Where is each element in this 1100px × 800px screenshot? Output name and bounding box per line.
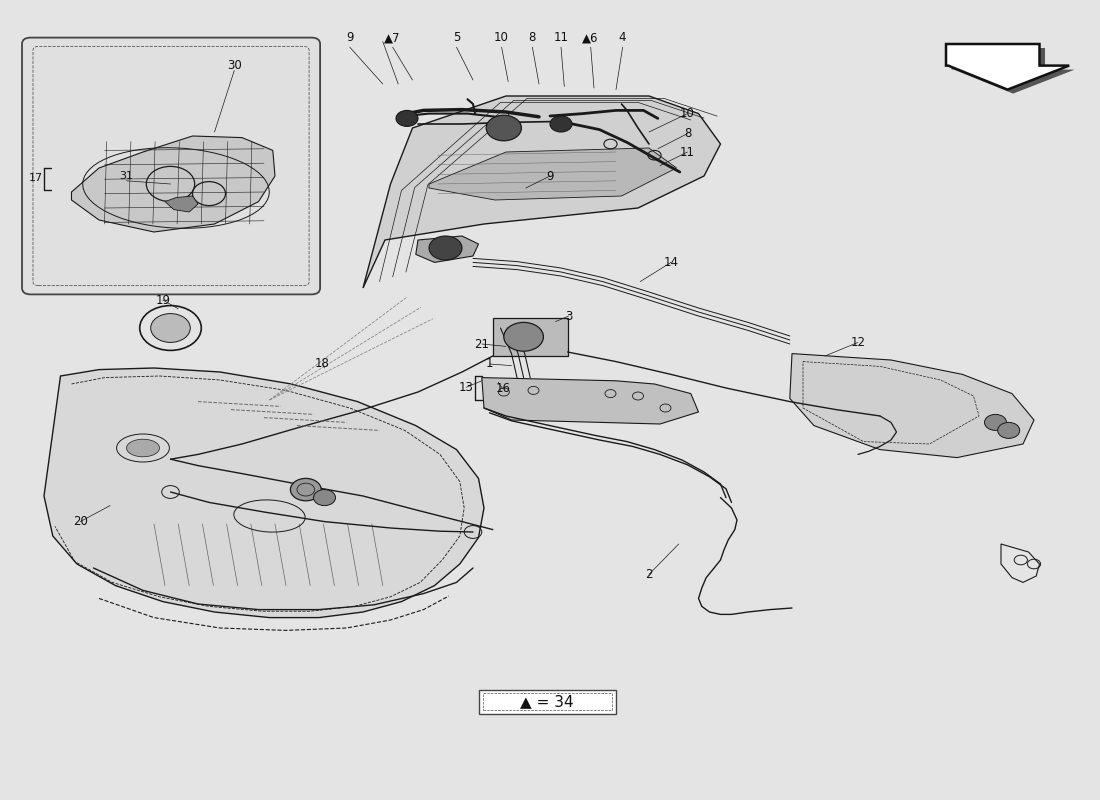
Text: 20: 20: [73, 515, 88, 528]
Text: 1: 1: [486, 358, 493, 370]
Text: 8: 8: [684, 127, 691, 140]
Text: ▲6: ▲6: [583, 31, 600, 44]
Text: 2: 2: [646, 568, 652, 581]
FancyBboxPatch shape: [478, 690, 616, 714]
Text: 11: 11: [553, 31, 569, 44]
Circle shape: [998, 422, 1020, 438]
Text: 19: 19: [155, 294, 170, 306]
Polygon shape: [429, 148, 676, 200]
Circle shape: [396, 110, 418, 126]
Text: 10: 10: [494, 31, 509, 44]
Polygon shape: [44, 368, 484, 618]
Text: 31: 31: [120, 171, 133, 181]
Polygon shape: [416, 236, 478, 262]
Circle shape: [550, 116, 572, 132]
Circle shape: [151, 314, 190, 342]
Text: 14: 14: [663, 256, 679, 269]
Polygon shape: [790, 354, 1034, 458]
Circle shape: [504, 322, 543, 351]
Polygon shape: [946, 44, 1069, 90]
Polygon shape: [952, 48, 1075, 94]
Text: 10: 10: [680, 107, 695, 120]
Text: 3: 3: [565, 310, 572, 322]
Text: 16: 16: [495, 382, 510, 395]
Text: ▲7: ▲7: [385, 31, 400, 44]
Polygon shape: [165, 196, 198, 212]
Text: 21: 21: [474, 338, 490, 350]
Text: ▲ = 34: ▲ = 34: [520, 694, 574, 709]
Text: 17: 17: [30, 173, 43, 182]
Text: 30: 30: [227, 59, 242, 72]
FancyBboxPatch shape: [493, 318, 568, 356]
Circle shape: [486, 115, 521, 141]
Text: 18: 18: [315, 357, 330, 370]
Circle shape: [429, 236, 462, 260]
Text: 11: 11: [680, 146, 695, 158]
Text: 12: 12: [850, 336, 866, 349]
Circle shape: [314, 490, 336, 506]
Circle shape: [290, 478, 321, 501]
Polygon shape: [72, 136, 275, 232]
Text: 9: 9: [346, 31, 353, 44]
Text: 13: 13: [459, 381, 474, 394]
Text: 5: 5: [453, 31, 460, 44]
Circle shape: [984, 414, 1006, 430]
Text: 9: 9: [547, 170, 553, 182]
Polygon shape: [363, 96, 720, 288]
FancyBboxPatch shape: [22, 38, 320, 294]
Polygon shape: [482, 378, 698, 424]
Ellipse shape: [126, 439, 160, 457]
Text: 8: 8: [529, 31, 536, 44]
Text: 4: 4: [619, 31, 626, 44]
